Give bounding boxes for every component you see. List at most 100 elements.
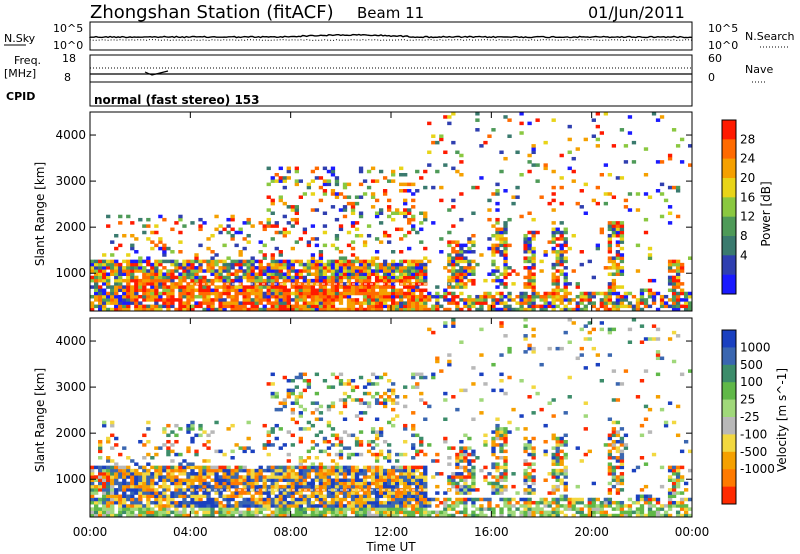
range-cell xyxy=(338,491,344,495)
range-cell xyxy=(246,500,251,505)
range-cell xyxy=(138,304,143,309)
range-cell xyxy=(106,513,111,518)
range-cell xyxy=(122,269,127,273)
range-cell xyxy=(479,294,484,299)
range-cell xyxy=(643,172,649,177)
colorbar-swatch xyxy=(722,347,736,366)
range-cell xyxy=(270,395,275,399)
range-cell xyxy=(318,491,324,495)
range-cell xyxy=(539,407,544,412)
range-cell xyxy=(475,128,480,132)
range-cell xyxy=(619,227,625,232)
range-cell xyxy=(527,465,532,470)
range-cell xyxy=(527,491,532,495)
range-cell xyxy=(515,507,520,511)
range-cell xyxy=(555,462,560,466)
range-cell xyxy=(234,500,239,505)
range-cell xyxy=(471,298,476,302)
range-cell xyxy=(278,491,283,495)
range-cell xyxy=(322,465,328,470)
range-cell xyxy=(563,266,568,270)
range-cell xyxy=(595,243,600,248)
freq-label-1: Freq. xyxy=(14,54,41,67)
range-cell xyxy=(186,427,191,431)
range-cell xyxy=(535,179,540,183)
range-cell xyxy=(595,185,600,190)
range-cell xyxy=(106,459,111,463)
colorbar-tick-label: 25 xyxy=(740,393,755,407)
range-cell xyxy=(603,497,609,502)
range-cell xyxy=(222,497,227,502)
cpid-frame xyxy=(89,81,693,107)
range-cell xyxy=(479,398,484,402)
range-cell xyxy=(391,285,396,289)
range-cell xyxy=(391,513,396,518)
range-cell xyxy=(266,494,271,499)
range-cell xyxy=(543,253,548,257)
range-cell xyxy=(210,250,215,254)
range-cell xyxy=(415,481,420,486)
range-cell xyxy=(122,481,127,486)
range-cell xyxy=(318,272,324,276)
range-cell xyxy=(326,259,332,264)
y-tick-label: 4000 xyxy=(55,334,86,348)
range-cell xyxy=(266,484,271,489)
range-cell xyxy=(362,475,368,479)
range-cell xyxy=(298,269,303,273)
range-cell xyxy=(142,443,147,447)
range-cell xyxy=(274,472,279,476)
range-cell xyxy=(258,298,263,302)
range-cell xyxy=(411,494,416,499)
range-cell xyxy=(150,456,155,460)
range-cell xyxy=(166,452,171,457)
range-cell xyxy=(298,259,303,264)
range-cell xyxy=(346,272,352,276)
range-cell xyxy=(366,513,372,518)
range-cell xyxy=(230,294,235,299)
range-cell xyxy=(495,427,500,431)
range-cell xyxy=(499,307,504,312)
range-cell xyxy=(467,452,472,457)
range-cell xyxy=(543,423,548,428)
range-cell xyxy=(671,478,677,482)
range-cell xyxy=(639,433,645,438)
range-cell xyxy=(523,449,528,454)
range-cell xyxy=(547,491,552,495)
range-cell xyxy=(242,475,247,479)
range-cell xyxy=(643,217,649,222)
range-cell xyxy=(242,291,247,296)
range-cell xyxy=(370,504,376,508)
range-cell xyxy=(362,298,368,302)
range-cell xyxy=(238,275,243,280)
range-cell xyxy=(419,488,424,492)
range-cell xyxy=(459,282,464,286)
range-cell xyxy=(515,491,520,495)
range-cell xyxy=(178,298,183,302)
range-cell xyxy=(306,288,312,293)
range-cell xyxy=(182,488,187,492)
range-cell xyxy=(391,217,396,222)
range-cell xyxy=(362,401,368,405)
range-cell xyxy=(346,468,352,473)
range-cell xyxy=(483,507,488,511)
range-cell xyxy=(282,266,287,270)
range-cell xyxy=(146,462,151,466)
range-cell xyxy=(318,430,324,434)
range-cell xyxy=(451,475,456,479)
range-cell xyxy=(667,478,673,482)
range-cell xyxy=(503,391,508,396)
range-cell xyxy=(443,513,448,518)
range-cell xyxy=(655,337,661,341)
range-cell xyxy=(298,404,303,409)
range-cell xyxy=(459,472,464,476)
range-cell xyxy=(583,324,588,328)
range-cell xyxy=(130,478,135,482)
range-cell xyxy=(499,449,504,454)
range-cell xyxy=(194,513,199,518)
range-cell xyxy=(302,459,308,463)
range-cell xyxy=(511,269,516,273)
range-cell xyxy=(330,494,336,499)
range-cell xyxy=(503,468,508,473)
range-cell xyxy=(559,346,564,351)
range-cell xyxy=(499,488,504,492)
